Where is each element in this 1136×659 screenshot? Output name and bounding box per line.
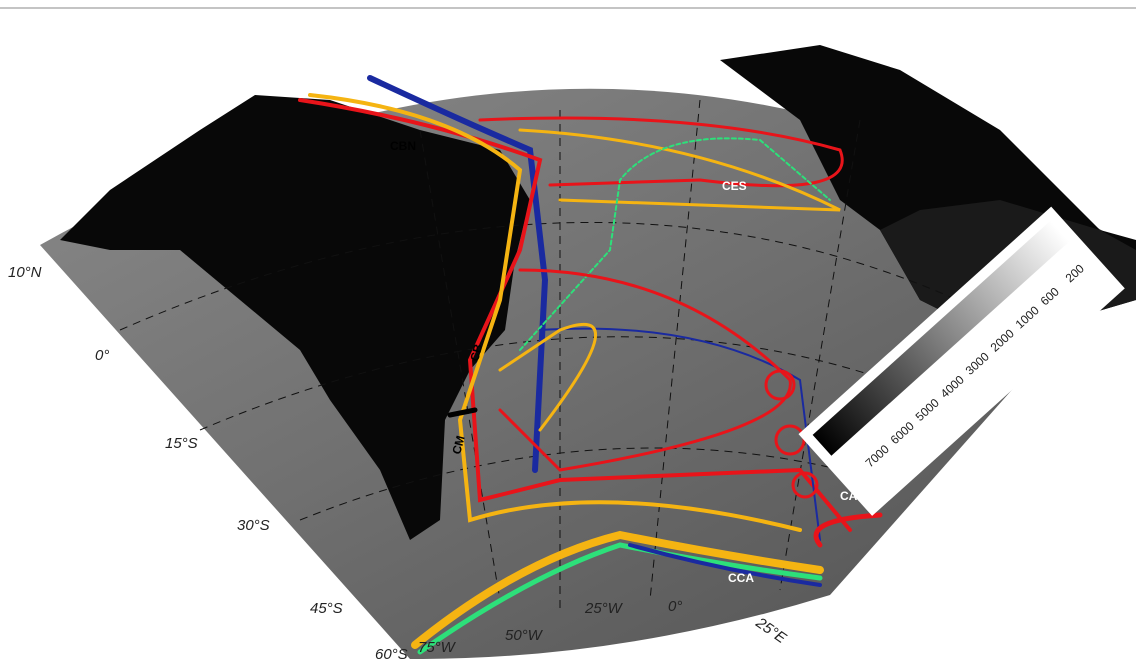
lon-label: 50°W xyxy=(505,627,544,644)
current-label: DWBC xyxy=(420,86,458,100)
lat-label: 10°N xyxy=(8,264,42,281)
map: 2006001000200030004000500060007000 10°N … xyxy=(0,0,1136,659)
current-label: CCA xyxy=(728,571,754,585)
current-label: CA xyxy=(840,489,858,503)
lat-label: 15°S xyxy=(165,435,198,452)
lat-label: 60°S xyxy=(375,646,408,659)
lat-label: 45°S xyxy=(310,600,343,617)
current-label: CBN xyxy=(390,139,416,153)
lon-label: 25°E xyxy=(752,614,790,648)
current-label: CES xyxy=(722,179,747,193)
lat-label: 30°S xyxy=(237,517,270,534)
lat-label: 0° xyxy=(95,347,109,364)
lon-label: 25°W xyxy=(584,600,624,617)
lon-label: 75°W xyxy=(418,639,457,656)
lon-label: 0° xyxy=(668,598,682,615)
